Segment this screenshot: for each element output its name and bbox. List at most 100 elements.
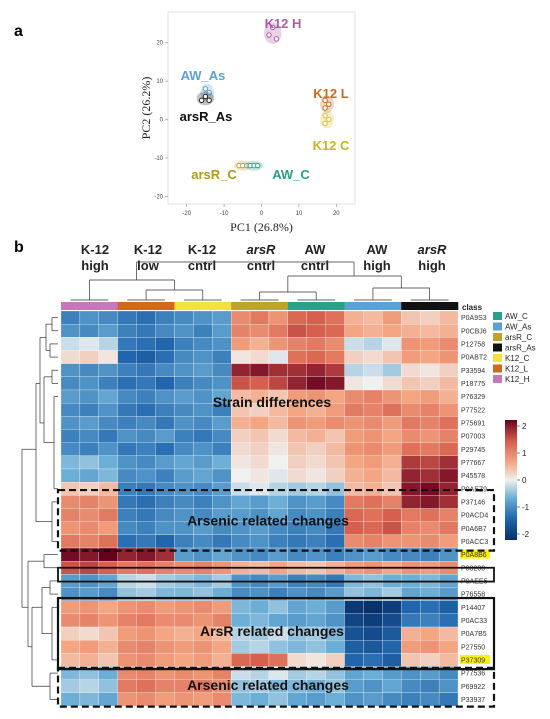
heatmap-cell [60, 495, 81, 509]
heatmap-cell [193, 600, 213, 614]
heatmap-cell [438, 613, 459, 628]
class-bar-cell [401, 302, 421, 310]
heatmap-cell [438, 416, 459, 430]
heatmap-cell [60, 442, 81, 456]
heatmap-cell [212, 692, 232, 707]
heatmap-cell [363, 653, 383, 667]
heatmap-cell [98, 468, 118, 483]
group-header-line1: K-12 [81, 242, 109, 257]
heatmap-cell [231, 534, 251, 549]
heatmap-cell [98, 692, 118, 707]
row-label: P33594 [461, 368, 485, 375]
heatmap-cell [420, 521, 440, 535]
legend-label: AW_C [505, 312, 528, 321]
heatmap-cell [79, 482, 99, 496]
class-bar-cell [193, 302, 213, 310]
group-header-line2: high [363, 258, 390, 273]
heatmap-cell [287, 640, 307, 654]
heatmap-cell [60, 455, 81, 470]
heatmap-cell [79, 455, 99, 470]
heatmap-cell [193, 389, 213, 404]
heatmap-cell [60, 640, 81, 654]
heatmap-cell [117, 482, 137, 496]
class-bar-cell [117, 302, 137, 310]
heatmap-cell [438, 679, 459, 693]
row-label: P0ABT2 [461, 355, 487, 362]
heatmap-cell [98, 653, 118, 667]
heatmap-cell [193, 363, 213, 377]
y-tick-label: 10 [156, 79, 163, 85]
legend-label: K12_H [505, 375, 530, 384]
heatmap-cell [401, 363, 421, 377]
heatmap-cell [98, 482, 118, 496]
heatmap-cell [155, 692, 175, 707]
heatmap-cell [60, 310, 81, 325]
legend-label: arsR_C [505, 333, 532, 342]
heatmap-cell [344, 626, 364, 641]
heatmap-cell [401, 653, 421, 667]
heatmap-cell [136, 416, 156, 430]
heatmap-cell [98, 324, 118, 338]
heatmap-cell [98, 403, 118, 417]
heatmap-cell [420, 350, 440, 364]
pca-point [270, 24, 276, 31]
heatmap-cell [212, 600, 232, 614]
heatmap-cell [249, 442, 270, 456]
heatmap-cell [306, 337, 326, 351]
heatmap-cell [420, 468, 440, 483]
pca-point [273, 36, 280, 42]
heatmap-cell [212, 350, 232, 364]
heatmap-cell [136, 495, 156, 509]
pca-point [206, 97, 212, 104]
heatmap-cell [438, 640, 459, 654]
heatmap-cell [363, 482, 383, 496]
heatmap-cell [193, 442, 213, 456]
heatmap-cell [193, 640, 213, 654]
heatmap-cell [193, 482, 213, 496]
heatmap-cell [344, 442, 364, 456]
heatmap-cell [79, 337, 99, 351]
heatmap-cell [155, 455, 175, 470]
heatmap-cell [136, 482, 156, 496]
heatmap-cell [401, 416, 421, 430]
heatmap-cell [344, 692, 364, 707]
heatmap-cell [268, 640, 288, 654]
heatmap-cell [325, 429, 345, 443]
heatmap-cell [344, 653, 364, 667]
heatmap-cell [325, 482, 345, 496]
heatmap-cell [136, 521, 156, 535]
heatmap-cells [60, 310, 459, 707]
heatmap-cell [249, 692, 270, 707]
heatmap-cell [79, 653, 99, 667]
heatmap-cell [174, 442, 194, 456]
heatmap-cell [268, 455, 288, 470]
heatmap-cell [382, 350, 402, 364]
pca-point [326, 101, 332, 107]
heatmap-cell [117, 403, 137, 417]
heatmap-cell [420, 363, 440, 377]
heatmap-cell [363, 626, 383, 641]
heatmap-cell [212, 640, 232, 654]
heatmap-cell [155, 640, 175, 654]
colorbar-tick-label: 0 [522, 476, 527, 485]
arsr-box [56, 596, 496, 671]
heatmap-cell [438, 337, 459, 351]
heatmap-cell [363, 534, 383, 549]
class-bar-cell [325, 302, 345, 310]
heatmap-cell [344, 455, 364, 470]
heatmap-cell [155, 324, 175, 338]
heatmap-cell [174, 482, 194, 496]
heatmap-cell [420, 324, 440, 338]
heatmap-cell [117, 350, 137, 364]
heatmap-cell [344, 613, 364, 628]
heatmap-cell [98, 613, 118, 628]
heatmap-cell [193, 416, 213, 430]
heatmap-cell [325, 324, 345, 338]
heatmap-cell [212, 482, 232, 496]
heatmap-cell [268, 442, 288, 456]
heatmap-cell [155, 337, 175, 351]
heatmap-cell [174, 495, 194, 509]
heatmap-cell [136, 679, 156, 693]
heatmap-cell [325, 376, 345, 391]
heatmap-cell [60, 508, 81, 522]
